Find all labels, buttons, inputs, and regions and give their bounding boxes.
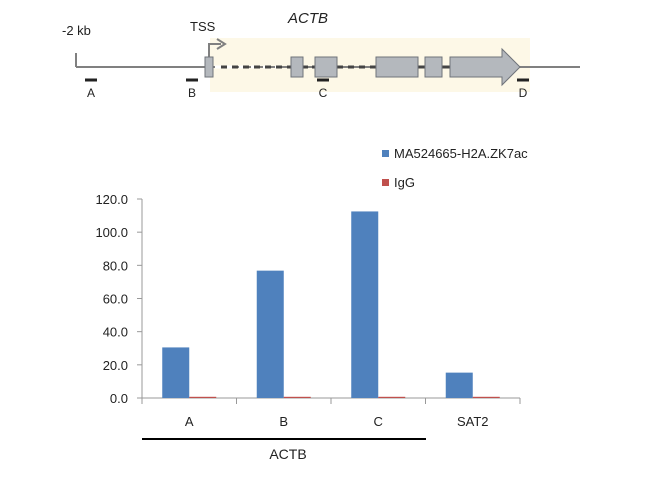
bar: [378, 396, 406, 398]
legend-label: MA524665-H2A.ZK7ac: [394, 146, 528, 161]
bars: [162, 211, 500, 398]
y-tick-label: 40.0: [103, 325, 128, 340]
bar-chart: MA524665-H2A.ZK7ac IgG 0.0 20.0 40.0 60.0 80.…: [95, 146, 528, 462]
bar: [256, 270, 284, 398]
x-axis: A B C SAT2: [141, 397, 521, 429]
legend: MA524665-H2A.ZK7ac IgG: [382, 146, 528, 190]
bar: [445, 372, 473, 398]
gene-name: ACTB: [287, 10, 328, 27]
tss-arrowhead: [216, 38, 227, 50]
region-label-c: C: [319, 86, 328, 100]
scale-label: -2 kb: [62, 23, 91, 38]
y-tick-label: 20.0: [103, 358, 128, 373]
x-tick-label: B: [279, 414, 288, 429]
exon: [314, 56, 338, 78]
region-label-d: D: [519, 86, 528, 100]
x-tick-label: SAT2: [457, 414, 489, 429]
y-tick-label: 100.0: [95, 225, 128, 240]
bar: [351, 211, 379, 398]
bar: [162, 347, 190, 398]
gene-map: -2 kb TSS ACTB A B C D: [62, 10, 580, 100]
legend-swatch: [382, 150, 389, 157]
tss-arrow: [208, 43, 221, 57]
y-axis: 0.0 20.0 40.0 60.0 80.0 100.0 120.0: [95, 192, 143, 406]
group-bracket: ACTB: [142, 438, 426, 462]
region-label-a: A: [87, 86, 95, 100]
exon: [290, 56, 304, 78]
region-label-b: B: [188, 86, 196, 100]
tss-label: TSS: [190, 19, 216, 34]
last-exon-arrow: [449, 47, 521, 87]
y-tick-label: 80.0: [103, 258, 128, 273]
y-tick-label: 0.0: [110, 391, 128, 406]
y-tick-label: 60.0: [103, 292, 128, 307]
group-label: ACTB: [269, 446, 306, 462]
bar: [283, 396, 311, 398]
x-tick-label: A: [185, 414, 194, 429]
legend-label: IgG: [394, 175, 415, 190]
exon: [424, 56, 443, 78]
bar: [472, 396, 500, 398]
exon: [204, 56, 214, 78]
legend-swatch: [382, 179, 389, 186]
bar: [189, 396, 217, 398]
exon: [375, 56, 419, 78]
y-tick-label: 120.0: [95, 192, 128, 207]
x-tick-label: C: [374, 414, 383, 429]
